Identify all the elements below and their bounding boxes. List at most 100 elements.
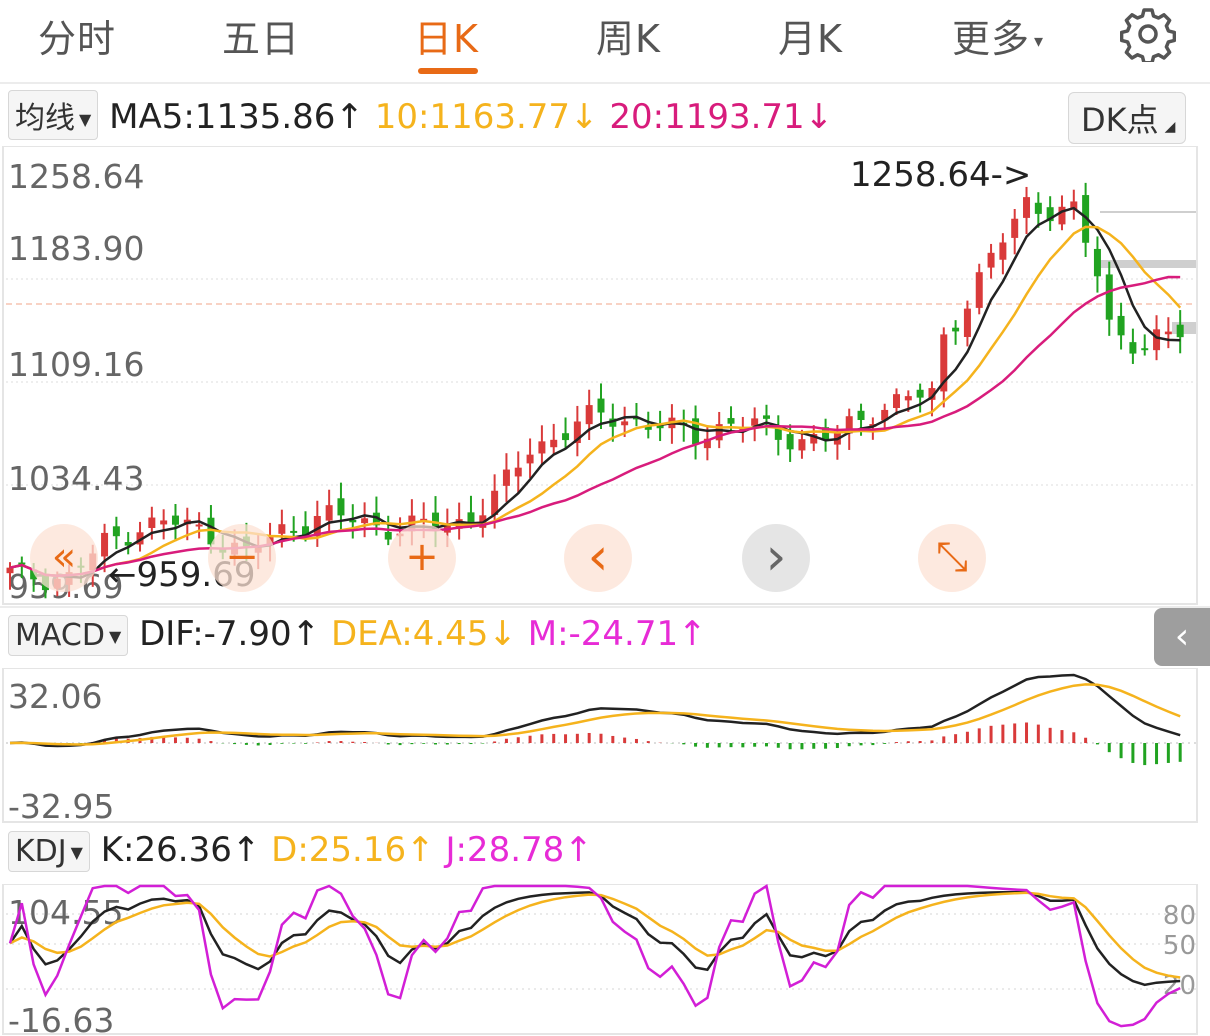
- gear-icon[interactable]: [1120, 6, 1176, 62]
- candle: [195, 524, 203, 527]
- candle: [632, 417, 640, 420]
- ma5-value: MA5:1135.86: [109, 97, 336, 137]
- kdj-level-label: 80: [1163, 901, 1196, 931]
- k-value: K:26.36: [100, 830, 232, 870]
- kdj-level-label: 50: [1163, 931, 1196, 961]
- double-chevron-left-icon: «: [51, 534, 77, 580]
- candle: [514, 467, 522, 477]
- tab-intraday[interactable]: 分时: [38, 17, 117, 61]
- candle: [112, 526, 120, 537]
- resistance-line: [1172, 322, 1196, 334]
- candle: [1141, 348, 1149, 351]
- rewind-button[interactable]: «: [30, 524, 98, 592]
- candle: [538, 441, 546, 454]
- candle: [727, 418, 735, 424]
- candle: [810, 434, 818, 444]
- candle: [963, 308, 971, 338]
- candle: [692, 418, 700, 445]
- y-axis-label: 32.06: [8, 677, 102, 716]
- candle: [656, 424, 664, 429]
- candle: [857, 410, 865, 421]
- dif-line: [9, 673, 1181, 748]
- chevron-left-icon: ‹: [587, 527, 609, 587]
- candle: [751, 418, 759, 426]
- plus-icon: +: [405, 534, 439, 580]
- dk-point-button[interactable]: DK点 ◢: [1068, 92, 1187, 144]
- candle: [715, 424, 723, 441]
- candle: [467, 512, 475, 523]
- candle: [845, 416, 853, 434]
- candle: [762, 415, 770, 419]
- chart-frame: [2, 668, 1198, 823]
- macd-selector[interactable]: MACD ▼: [8, 615, 129, 656]
- candle: [526, 454, 534, 464]
- candle: [1093, 248, 1101, 277]
- y-axis-label: -32.95: [8, 787, 114, 824]
- chart-frame: [2, 146, 1198, 605]
- j-line: [8, 884, 1181, 1028]
- candle: [349, 519, 357, 523]
- candle: [124, 542, 132, 546]
- j-arrow-icon: ↑: [564, 830, 593, 870]
- candle: [1011, 218, 1019, 238]
- next-button[interactable]: ›: [742, 524, 810, 592]
- ma10-value: 10:1163.77: [374, 97, 571, 137]
- candle: [940, 334, 948, 392]
- candle: [148, 517, 156, 528]
- tab-weekly-k[interactable]: 周K: [596, 17, 661, 61]
- candle: [101, 532, 109, 557]
- candle: [774, 425, 782, 440]
- candle: [786, 434, 794, 450]
- tab-daily-k[interactable]: 日K: [414, 17, 479, 61]
- dea-value: DEA:4.45: [330, 614, 489, 654]
- ma-selector[interactable]: 均线 ▼: [8, 90, 99, 140]
- resistance-line: [1100, 211, 1196, 213]
- candle: [999, 242, 1007, 260]
- ma20-arrow-icon: ↓: [804, 97, 834, 137]
- macd-selector-label: MACD: [15, 618, 105, 653]
- y-axis-label: 1183.90: [8, 229, 144, 268]
- y-axis-label: -16.63: [8, 1001, 114, 1036]
- candle: [1023, 197, 1031, 218]
- zoom-out-button[interactable]: −: [208, 524, 276, 592]
- k-arrow-icon: ↑: [231, 830, 261, 870]
- max-price-annotation: 1258.64->: [850, 155, 1031, 195]
- candle: [290, 530, 298, 533]
- candle: [171, 515, 179, 525]
- expand-icon: ⤡: [936, 534, 968, 580]
- candle: [1034, 202, 1042, 214]
- tab-more[interactable]: 更多 ▾: [952, 8, 1044, 63]
- candle: [1129, 342, 1137, 354]
- candle: [975, 272, 983, 308]
- candle: [904, 396, 912, 401]
- candle: [1164, 331, 1172, 335]
- macd-chart[interactable]: 32.06 -32.95: [0, 668, 1210, 824]
- collapse-panel-button[interactable]: ‹: [1154, 608, 1210, 666]
- candle: [585, 405, 593, 425]
- fullscreen-button[interactable]: ⤡: [918, 524, 986, 592]
- ma20-value: 20:1193.71: [609, 97, 805, 137]
- candle: [160, 520, 168, 525]
- kdj-selector[interactable]: KDJ ▼: [8, 831, 90, 872]
- candle: [916, 389, 924, 398]
- chevron-down-icon: ▾: [1034, 31, 1045, 52]
- candle: [609, 418, 617, 427]
- dea-arrow-icon: ↓: [488, 614, 517, 654]
- candle: [1046, 207, 1054, 222]
- tab-five-day[interactable]: 五日: [222, 17, 301, 61]
- zoom-in-button[interactable]: +: [388, 524, 456, 592]
- ma-header: 均线 ▼ MA5:1135.86↑ 10:1163.77↓ 20:1193.71↓: [8, 90, 833, 140]
- candle: [6, 567, 14, 574]
- tab-more-label: 更多: [952, 17, 1031, 61]
- panel-divider: [0, 606, 1210, 608]
- y-axis-label: 1258.64: [8, 157, 144, 196]
- d-value: D:25.16: [271, 830, 407, 870]
- candle: [893, 394, 900, 408]
- candle: [337, 498, 345, 516]
- candle: [502, 469, 510, 486]
- prev-button[interactable]: ‹: [564, 524, 632, 592]
- y-axis-label: 1034.43: [8, 459, 144, 498]
- tab-monthly-k[interactable]: 月K: [778, 17, 843, 61]
- candle: [302, 526, 309, 536]
